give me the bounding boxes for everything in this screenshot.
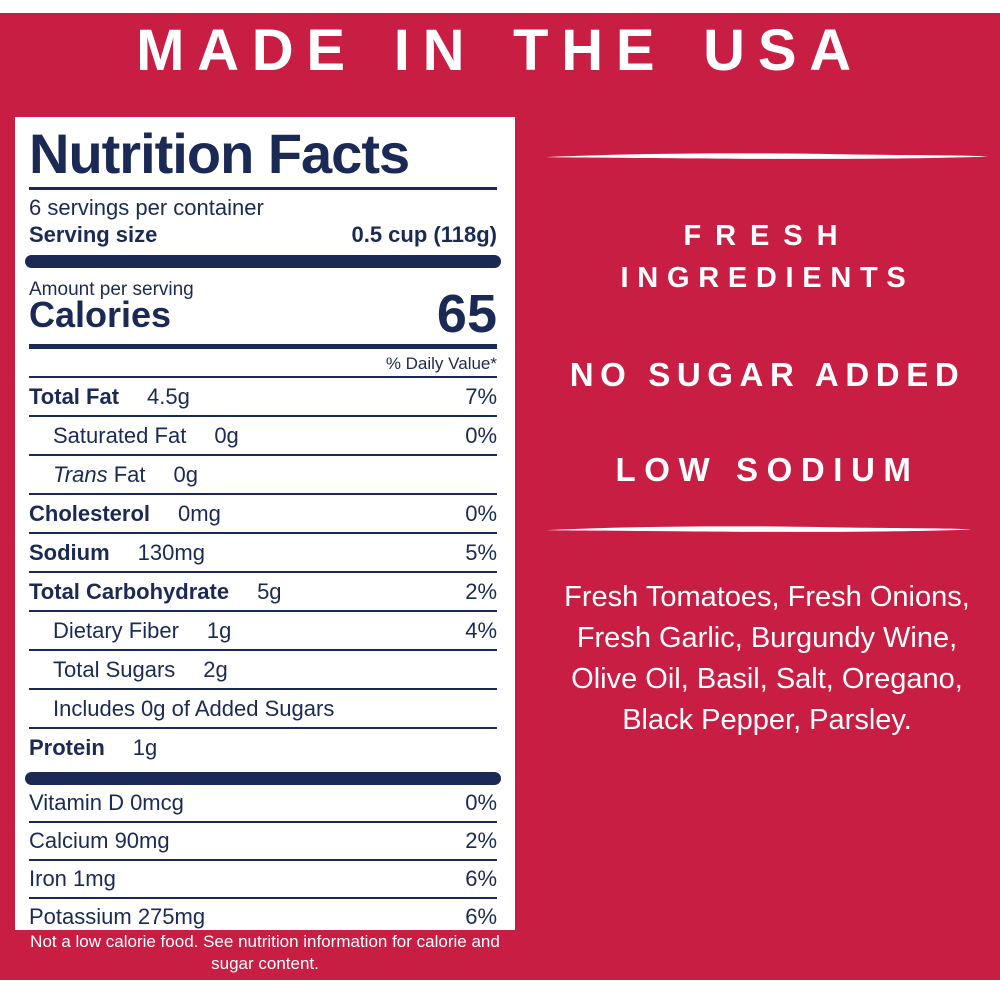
- nutrition-facts-title: Nutrition Facts: [29, 122, 410, 185]
- ingredients-line-2: Fresh Garlic, Burgundy Wine,: [576, 622, 958, 654]
- thick-divider-top: [25, 255, 501, 268]
- footnote: Not a low calorie food. See nutrition in…: [15, 931, 515, 975]
- serving-size-value: 0.5 cup (118g): [351, 222, 497, 247]
- ingredients-line-3: Olive Oil, Basil, Salt, Oregano,: [571, 663, 963, 695]
- nutrient-name: Saturated Fat: [53, 422, 187, 448]
- micronutrient-row-vitamin-d: Vitamin D 0mcg 0%: [29, 785, 497, 823]
- nutrient-name: Total Fat: [29, 383, 120, 409]
- nutrient-amount: 2g: [203, 656, 228, 682]
- nutrient-amount: 0g: [214, 422, 239, 448]
- nutrient-row-trans-fat: Trans Fat 0g: [29, 456, 497, 495]
- ingredients-line-4: Black Pepper, Parsley.: [622, 704, 912, 736]
- nutrient-name: Includes 0g of Added Sugars: [53, 695, 335, 721]
- nutrient-daily-value: 4%: [465, 617, 497, 643]
- thick-divider-bottom: [25, 772, 501, 785]
- micronutrient-daily-value: 6%: [465, 866, 497, 891]
- serving-size-label: Serving size: [29, 222, 158, 247]
- nutrient-daily-value: 0%: [465, 422, 497, 448]
- micronutrient-row-calcium: Calcium 90mg 2%: [29, 823, 497, 861]
- made-in-usa-banner: MADE IN THE USA: [136, 18, 864, 83]
- nutrient-name: Protein: [29, 734, 105, 760]
- calories-label: Calories: [29, 294, 172, 335]
- ingredients-line-1: Fresh Tomatoes, Fresh Onions,: [564, 581, 970, 613]
- nutrient-name: Total Sugars: [53, 656, 176, 682]
- amount-per-serving-label: Amount per serving: [29, 279, 194, 300]
- nutrient-amount: 5g: [257, 578, 282, 604]
- claim-ingredients: INGREDIENTS: [620, 262, 915, 294]
- serving-size-row: Serving size 0.5 cup (118g): [29, 221, 497, 249]
- micronutrient-row-potassium: Potassium 275mg 6%: [29, 899, 497, 930]
- nutrition-facts-label: Nutrition Facts 6 servings per container…: [15, 117, 515, 930]
- nutrient-name: Sodium: [29, 539, 110, 565]
- nutrient-amount: 0g: [173, 461, 198, 487]
- nutrient-daily-value: 5%: [465, 539, 497, 565]
- micronutrient-daily-value: 6%: [465, 904, 497, 929]
- servings-per-container: 6 servings per container: [29, 195, 264, 220]
- ingredients-list: Fresh Tomatoes, Fresh Onions, Fresh Garl…: [532, 577, 1000, 741]
- nutrient-row-total-sugars: Total Sugars 2g: [29, 651, 497, 690]
- nutrient-row-protein: Protein 1g: [29, 729, 497, 766]
- nutrient-row-total-carbohydrate: Total Carbohydrate 5g 2%: [29, 573, 497, 612]
- brush-stroke-divider-top: [544, 153, 989, 159]
- nutrient-daily-value: 7%: [465, 383, 497, 409]
- nutrient-daily-value: 0%: [465, 500, 497, 526]
- micronutrient-row-iron: Iron 1mg 6%: [29, 861, 497, 899]
- nutrient-name: Trans Fat: [53, 461, 146, 487]
- nutrient-amount: 1g: [206, 617, 232, 643]
- micronutrient-name: Vitamin D 0mcg: [29, 790, 184, 815]
- title-divider: [29, 187, 497, 190]
- footnote-line-2: sugar content.: [211, 954, 319, 973]
- micronutrient-name: Potassium 275mg: [29, 904, 206, 929]
- calories-value: 65: [436, 284, 497, 344]
- calories-row: Calories 65: [29, 284, 497, 344]
- nutrient-row-saturated-fat: Saturated Fat 0g 0%: [29, 417, 497, 456]
- nutrient-row-cholesterol: Cholesterol 0mg 0%: [29, 495, 497, 534]
- nutrient-amount: 130mg: [137, 539, 205, 565]
- nutrient-row-dietary-fiber: Dietary Fiber 1g 4%: [29, 612, 497, 651]
- nutrient-row-sodium: Sodium 130mg 5%: [29, 534, 497, 573]
- nutrient-name: Cholesterol: [29, 500, 151, 526]
- claim-fresh: FRESH: [683, 220, 852, 252]
- footnote-line-1: Not a low calorie food. See nutrition in…: [30, 932, 500, 951]
- nutrient-amount: 4.5g: [147, 383, 190, 409]
- nutrient-name: Dietary Fiber: [53, 617, 179, 643]
- daily-value-header: % Daily Value*: [385, 354, 497, 373]
- nutrient-amount: 1g: [132, 734, 158, 760]
- nutrient-row-added-sugars: Includes 0g of Added Sugars: [29, 690, 497, 729]
- micronutrient-name: Iron 1mg: [29, 866, 116, 891]
- micronutrient-daily-value: 0%: [465, 790, 497, 815]
- micronutrient-name: Calcium 90mg: [29, 828, 170, 853]
- brush-stroke-divider-bottom: [544, 526, 972, 532]
- claim-low-sodium: LOW SODIUM: [615, 451, 920, 488]
- claims-panel: FRESH INGREDIENTS NO SUGAR ADDED LOW SOD…: [540, 0, 995, 980]
- claim-no-sugar-added: NO SUGAR ADDED: [569, 356, 966, 393]
- trans-italic: Trans: [53, 461, 108, 487]
- micronutrient-daily-value: 2%: [465, 828, 497, 853]
- calories-divider: [29, 344, 497, 349]
- daily-value-divider: [29, 376, 497, 378]
- nutrient-row-total-fat: Total Fat 4.5g 7%: [29, 378, 497, 417]
- nutrient-name: Total Carbohydrate: [29, 578, 230, 604]
- nutrient-daily-value: 2%: [465, 578, 497, 604]
- nutrient-amount: 0mg: [178, 500, 221, 526]
